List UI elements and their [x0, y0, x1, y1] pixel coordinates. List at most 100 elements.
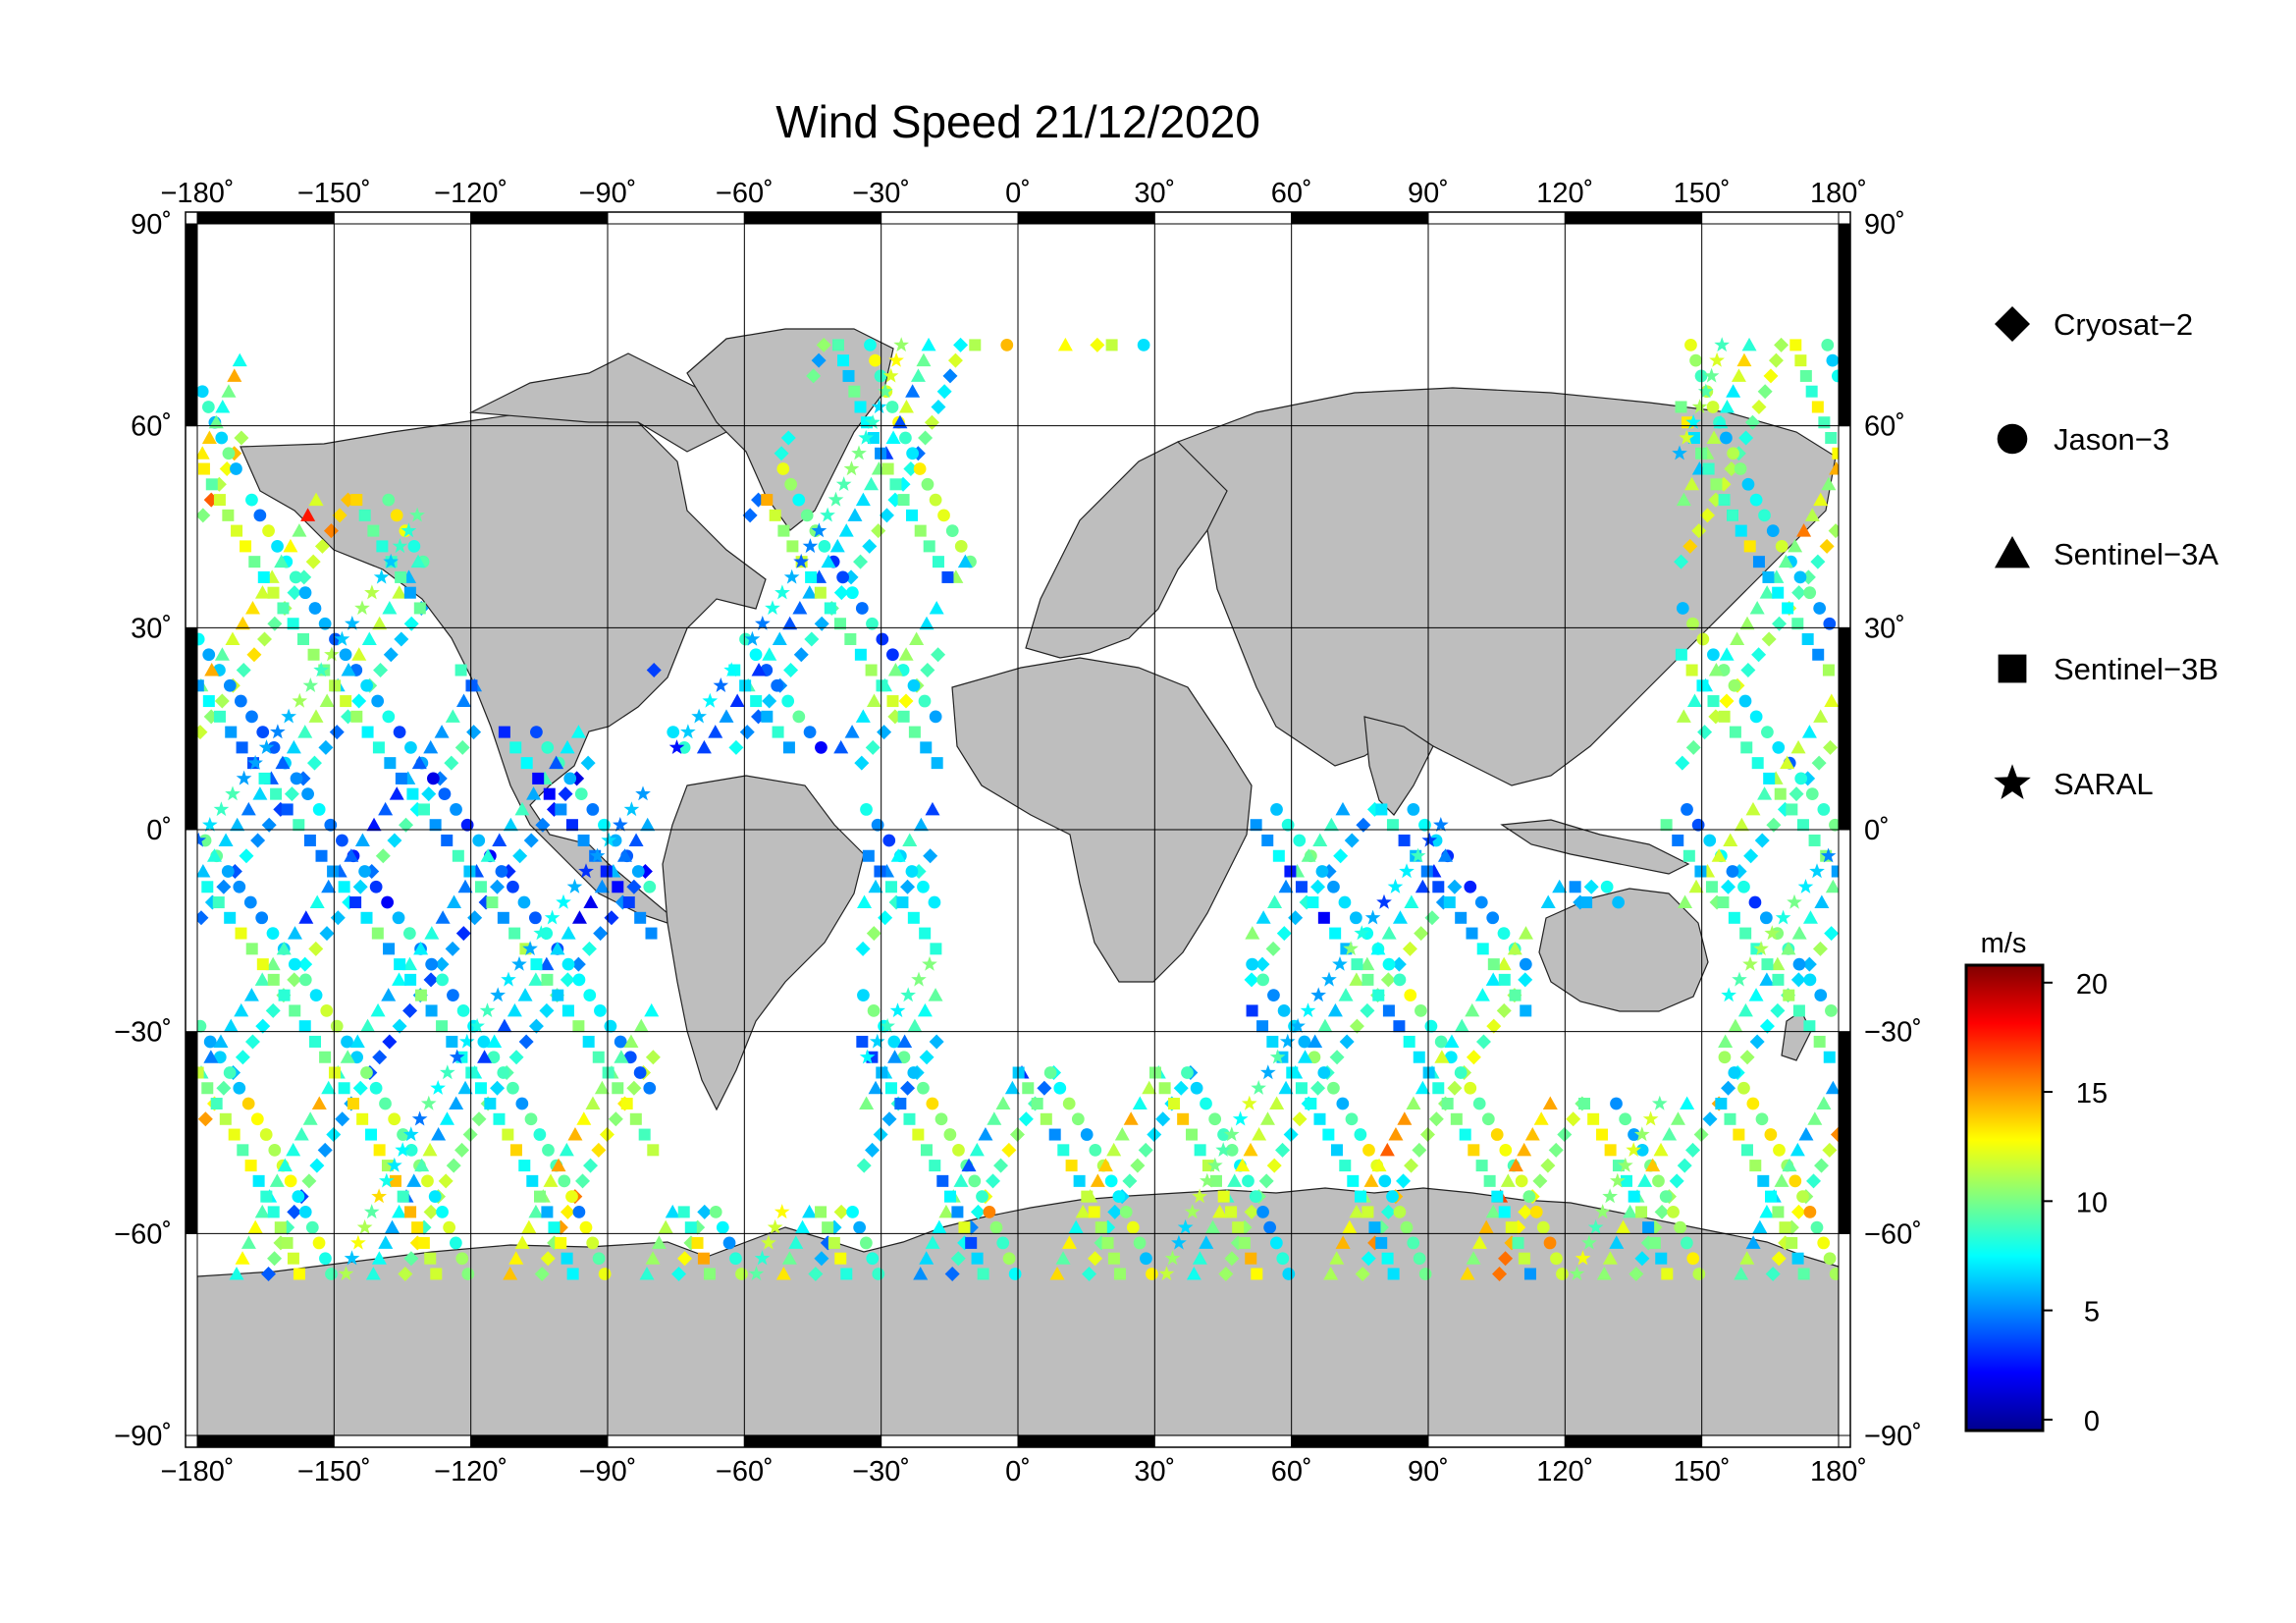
wind-point — [1305, 1098, 1317, 1110]
wind-point — [912, 1128, 925, 1141]
longitude-tick-label: −60˚ — [716, 1456, 774, 1488]
wind-point — [1596, 1128, 1609, 1141]
wind-point — [1687, 432, 1700, 445]
wind-point — [640, 817, 656, 832]
wind-point — [1336, 1097, 1350, 1110]
wind-point — [1308, 1051, 1321, 1064]
wind-point — [563, 772, 577, 785]
wind-point — [1491, 1190, 1504, 1203]
wind-point — [1823, 739, 1839, 755]
wind-point — [1618, 1157, 1633, 1172]
wind-point — [592, 1252, 606, 1266]
wind-point — [1662, 1127, 1678, 1141]
wind-point — [1753, 941, 1769, 955]
wind-point — [944, 1190, 957, 1203]
wind-point — [289, 570, 302, 584]
wind-point — [227, 368, 242, 382]
frame-band — [196, 1434, 335, 1448]
wind-point — [629, 1112, 642, 1125]
wind-point — [381, 988, 397, 1001]
wind-point — [1670, 1111, 1685, 1125]
wind-point — [361, 726, 374, 738]
legend-item-triangle: Sentinel−3A — [1995, 536, 2218, 571]
wind-point — [761, 710, 774, 723]
wind-point — [898, 647, 914, 661]
wind-point — [917, 880, 930, 893]
longitude-tick-label: −30˚ — [852, 178, 910, 209]
wind-point — [815, 740, 828, 754]
wind-point — [844, 632, 857, 645]
wind-point — [230, 817, 245, 832]
wind-point — [1329, 927, 1342, 940]
frame-band — [1838, 1232, 1851, 1436]
wind-point — [1609, 1235, 1625, 1249]
longitude-tick-label: −60˚ — [716, 178, 774, 209]
wind-point — [1001, 1142, 1017, 1158]
wind-point — [456, 1004, 470, 1017]
wind-point — [1057, 1144, 1070, 1157]
wind-point — [582, 1035, 595, 1048]
wind-point — [388, 1112, 401, 1126]
wind-point — [1783, 989, 1795, 1001]
wind-point — [1757, 384, 1773, 400]
wind-point — [1186, 1266, 1201, 1280]
wind-point — [1677, 1158, 1692, 1173]
wind-point — [1386, 1190, 1399, 1204]
wind-point — [371, 1251, 387, 1265]
wind-point — [1133, 1236, 1147, 1250]
wind-point — [671, 1266, 687, 1281]
wind-point — [1813, 602, 1827, 615]
wind-point — [1310, 1080, 1326, 1096]
wind-point — [1774, 337, 1789, 352]
wind-point — [833, 1204, 849, 1219]
wind-point — [256, 631, 272, 647]
wind-point — [1295, 1082, 1308, 1095]
wind-point — [250, 1112, 264, 1126]
wind-point — [1633, 1126, 1650, 1142]
frame-band — [743, 211, 882, 225]
wind-point — [1472, 1097, 1486, 1110]
wind-point — [1335, 1235, 1351, 1249]
wind-point — [793, 553, 809, 568]
wind-point — [938, 1204, 954, 1218]
wind-point — [1335, 801, 1351, 816]
wind-point — [246, 647, 262, 663]
wind-point — [788, 1235, 804, 1249]
wind-point — [900, 879, 916, 894]
wind-point — [1718, 710, 1731, 723]
latitude-tick-label-left: 30˚ — [131, 613, 172, 644]
wind-point — [413, 602, 426, 615]
wind-point — [1275, 1142, 1291, 1158]
wind-point — [1825, 879, 1841, 893]
wind-point — [1727, 447, 1739, 460]
wind-point — [840, 1268, 853, 1280]
wind-point — [303, 834, 316, 846]
frame-band — [1291, 211, 1429, 225]
wind-point — [1696, 632, 1710, 646]
wind-point — [1594, 1204, 1611, 1219]
wind-point — [1500, 1173, 1516, 1187]
wind-point — [328, 1066, 341, 1079]
wind-point — [372, 1050, 388, 1065]
wind-point — [301, 1173, 317, 1189]
wind-point — [1796, 1190, 1809, 1204]
wind-point — [417, 1236, 430, 1249]
wind-point — [855, 709, 871, 723]
wind-point — [521, 1219, 537, 1234]
wind-point — [1113, 1268, 1126, 1280]
wind-point — [336, 834, 348, 847]
wind-point — [1339, 1160, 1352, 1172]
wind-point — [735, 1268, 748, 1280]
wind-point — [1258, 1173, 1274, 1189]
wind-point — [344, 848, 359, 862]
wind-point — [234, 430, 249, 446]
wind-point — [1749, 493, 1763, 507]
wind-point — [296, 632, 309, 645]
wind-point — [548, 1221, 561, 1234]
wind-point — [887, 1050, 903, 1063]
wind-point — [604, 1019, 617, 1033]
frame-band — [185, 829, 198, 1033]
wind-point — [334, 630, 350, 646]
wind-point — [928, 988, 943, 1001]
